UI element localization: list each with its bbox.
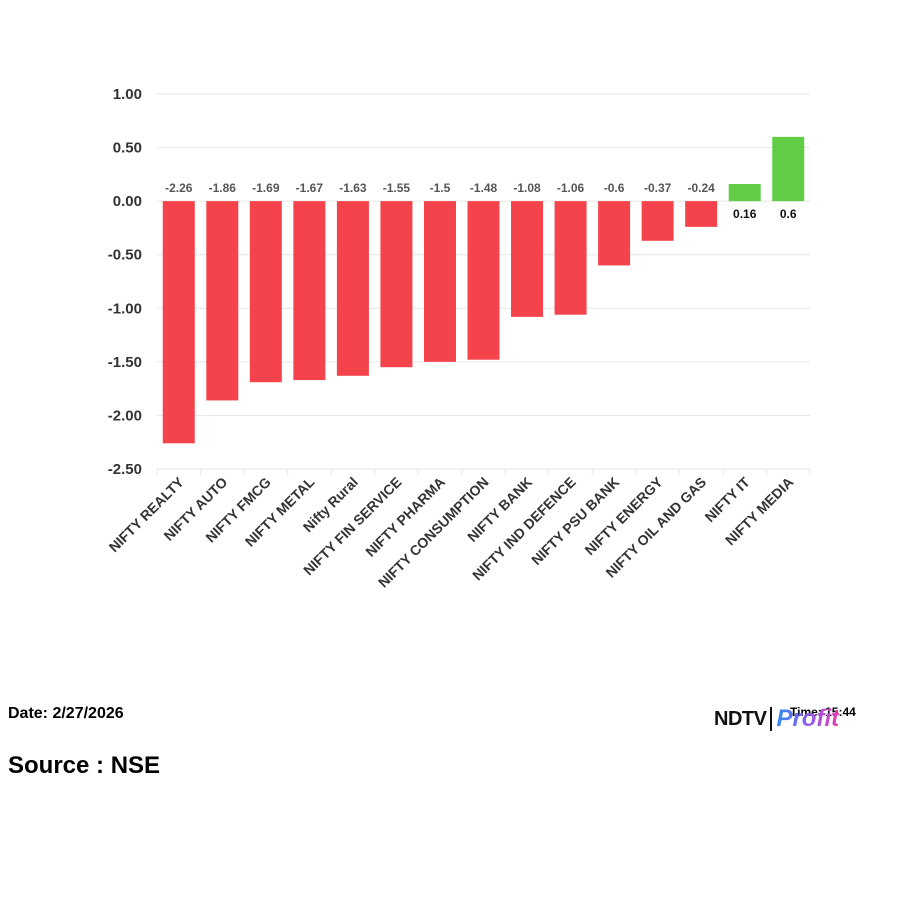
bar-nifty-fmcg: [249, 201, 282, 383]
x-tick-label: NIFTY ENERGY: [581, 473, 666, 558]
data-label: -1.63: [339, 181, 367, 195]
y-tick-label: 0.50: [113, 140, 142, 157]
bar-nifty-bank: [511, 201, 544, 317]
y-tick-label: -0.50: [108, 247, 142, 264]
bar-nifty-consumption: [467, 201, 500, 360]
y-tick-label: 0.00: [113, 193, 142, 210]
data-label: -2.26: [165, 181, 193, 195]
bar-nifty-metal: [293, 201, 326, 381]
x-tick-label: NIFTY PHARMA: [362, 474, 448, 560]
bar-nifty-media: [772, 136, 805, 202]
time-label: Time: 15:44: [790, 705, 856, 719]
data-label: -1.86: [209, 181, 237, 195]
data-label: -0.24: [687, 181, 715, 195]
data-label: -1.06: [557, 181, 585, 195]
data-label: -1.5: [430, 181, 451, 195]
logo-ndtv-text: NDTV: [714, 707, 767, 730]
bar-nifty-psu-bank: [598, 201, 631, 266]
bar-nifty-ind-defence: [554, 201, 587, 315]
data-label: -1.69: [252, 181, 280, 195]
data-label: 0.16: [733, 207, 757, 221]
bar-nifty-fin-service: [380, 201, 413, 368]
y-tick-label: -1.50: [108, 354, 142, 371]
value-labels: -2.26 -1.86 -1.69 -1.67 -1.63 -1.55 -1.5 -1.48 -…: [165, 181, 797, 221]
bar-nifty-pharma: [423, 201, 456, 362]
y-axis-ticks: 1.00 0.50 0.00 -0.50 -1.00 -1.50 -2.00 -2.50: [108, 86, 142, 478]
y-tick-label: -2.50: [108, 461, 142, 478]
y-tick-label: 1.00: [113, 86, 142, 103]
date-label: Date: 2/27/2026: [8, 705, 124, 722]
x-tick-label: NIFTY REALTY: [106, 473, 188, 555]
bar-nifty-it: [728, 184, 761, 202]
bar-nifty-auto: [206, 201, 239, 401]
ndtv-profit-logo: NDTV Profit: [714, 703, 839, 735]
data-label: -0.37: [644, 181, 672, 195]
data-label: -1.08: [513, 181, 541, 195]
source-label: Source : NSE: [8, 752, 161, 779]
bar-nifty-realty: [162, 201, 195, 444]
bar-chart: 1.00 0.50 0.00 -0.50 -1.00 -1.50 -2.00 -2.50 -2…: [106, 86, 811, 591]
data-label: -1.55: [383, 181, 411, 195]
data-label: -1.67: [296, 181, 324, 195]
logo-profit-text: Profit: [776, 705, 840, 732]
data-label: -1.48: [470, 181, 498, 195]
y-tick-label: -2.00: [108, 407, 142, 424]
y-tick-label: -1.00: [108, 300, 142, 317]
bar-nifty-energy: [641, 201, 674, 241]
logo-divider: [770, 707, 773, 731]
data-label: 0.6: [780, 207, 797, 221]
bars: [162, 136, 805, 444]
data-label: -0.6: [604, 181, 625, 195]
bar-nifty-oil-and-gas: [685, 201, 718, 227]
bar-nifty-rural: [336, 201, 369, 376]
